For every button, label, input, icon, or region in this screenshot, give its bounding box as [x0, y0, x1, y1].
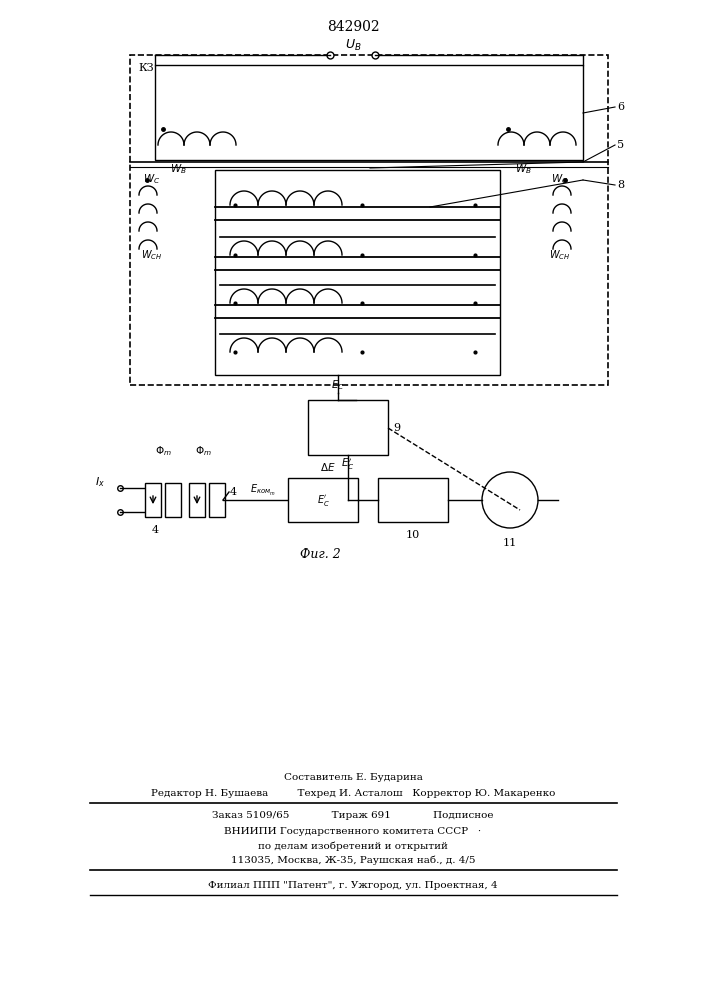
Text: $W_{CH}$: $W_{CH}$ [141, 248, 163, 262]
Bar [308, 400, 388, 455]
Text: 5: 5 [617, 140, 624, 150]
Bar [130, 55, 608, 385]
Text: 4: 4 [230, 487, 237, 497]
Text: $W_C$: $W_C$ [551, 172, 568, 186]
Bar [165, 483, 181, 517]
Bar [145, 483, 161, 517]
Text: $\Phi_m$: $\Phi_m$ [155, 444, 171, 458]
Text: 8: 8 [617, 180, 624, 190]
Text: 113035, Москва, Ж-35, Раушская наб., д. 4/5: 113035, Москва, Ж-35, Раушская наб., д. … [230, 855, 475, 865]
Text: 9: 9 [393, 423, 400, 433]
Text: ВНИИПИ Государственного комитета СССР   ·: ВНИИПИ Государственного комитета СССР · [224, 828, 481, 836]
Text: $I_x$: $I_x$ [95, 475, 105, 489]
Bar [209, 483, 225, 517]
Text: $W_C$: $W_C$ [144, 172, 160, 186]
Text: $\Phi_m$: $\Phi_m$ [194, 444, 211, 458]
Text: Фиг. 2: Фиг. 2 [300, 548, 340, 562]
Text: КЗ: КЗ [138, 63, 153, 73]
Text: Филиал ППП "Патент", г. Ужгород, ул. Проектная, 4: Филиал ППП "Патент", г. Ужгород, ул. Про… [208, 880, 498, 890]
Text: $W_{CH}$: $W_{CH}$ [549, 248, 571, 262]
Text: 11: 11 [503, 538, 517, 548]
Text: $E_C'$: $E_C'$ [341, 457, 355, 472]
Text: $E_C'$: $E_C'$ [317, 492, 329, 508]
Text: $W_B$: $W_B$ [515, 162, 532, 176]
Text: Заказ 5109/65             Тираж 691             Подписное: Заказ 5109/65 Тираж 691 Подписное [212, 810, 493, 820]
Text: $E_{ком_m}$: $E_{ком_m}$ [250, 482, 276, 498]
Text: 6: 6 [617, 102, 624, 112]
Text: $U_B$: $U_B$ [345, 37, 361, 53]
Bar [215, 170, 500, 375]
Text: 842902: 842902 [327, 20, 380, 34]
Text: Редактор Н. Бушаева         Техред И. Асталош   Корректор Ю. Макаренко: Редактор Н. Бушаева Техред И. Асталош Ко… [151, 790, 555, 798]
Text: 4: 4 [151, 525, 158, 535]
Text: $E_C$: $E_C$ [331, 378, 345, 392]
Bar [155, 65, 583, 160]
Text: $W_B$: $W_B$ [170, 162, 187, 176]
Bar [288, 478, 358, 522]
Bar [378, 478, 448, 522]
Text: 10: 10 [406, 530, 420, 540]
Text: $\Delta E$: $\Delta E$ [320, 461, 336, 473]
Bar [189, 483, 205, 517]
Text: Составитель Е. Бударина: Составитель Е. Бударина [284, 774, 423, 782]
Text: по делам изобретений и открытий: по делам изобретений и открытий [258, 841, 448, 851]
